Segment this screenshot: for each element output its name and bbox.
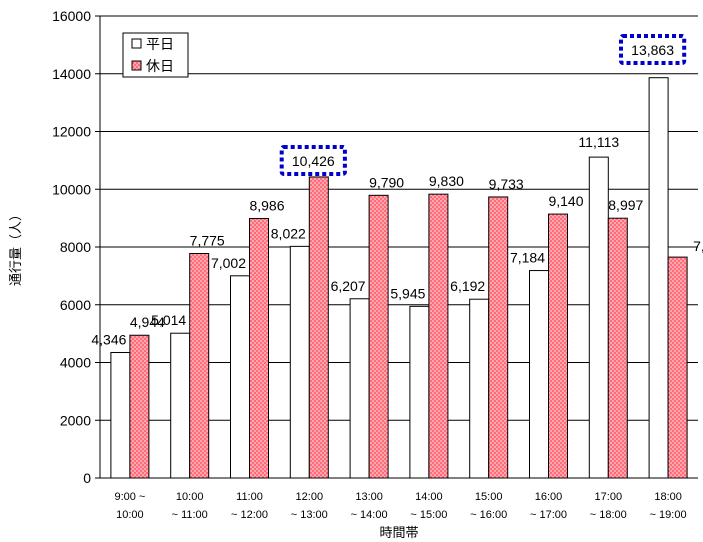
x-tick-label: 18:00	[654, 491, 682, 503]
bar-weekday	[230, 275, 250, 479]
data-label-holiday: 7,6	[693, 238, 703, 254]
data-label-weekday: 5,945	[390, 285, 425, 301]
data-label-weekday: 7,002	[211, 255, 246, 271]
x-tick-label: ~ 11:00	[172, 509, 208, 521]
bar-weekday	[289, 245, 310, 479]
bar-weekday	[588, 156, 609, 479]
x-tick-label: 12:00	[296, 491, 324, 503]
x-tick-label: 14:00	[415, 491, 443, 503]
data-label-holiday: 8,997	[608, 197, 643, 213]
y-tick-label: 10000	[52, 181, 91, 197]
bar-weekday	[469, 298, 490, 479]
data-label-weekday: 13,863	[631, 42, 674, 58]
y-tick-label: 8000	[60, 239, 91, 255]
data-label-weekday: 11,113	[578, 134, 619, 150]
bar-holiday	[428, 193, 449, 479]
x-tick-label: ~ 19:00	[650, 509, 687, 521]
x-tick-label: 17:00	[595, 491, 623, 503]
axes	[99, 16, 698, 479]
bar-holiday	[607, 217, 628, 479]
y-tick-label: 6000	[60, 297, 91, 313]
data-label-weekday: 7,184	[510, 250, 545, 266]
x-tick-label: ~ 14:00	[351, 509, 388, 521]
x-tick-label: 10:00	[176, 491, 204, 503]
y-axis-title: 通行量（人）	[9, 208, 24, 286]
bar-holiday	[667, 256, 688, 479]
bar-holiday	[368, 194, 389, 479]
bar-weekday	[409, 305, 430, 479]
highlight-box	[619, 34, 687, 65]
data-label-holiday: 9,140	[548, 193, 583, 209]
bar-weekday	[529, 270, 549, 479]
bar-weekday	[349, 298, 370, 479]
legend-swatch-holiday	[131, 60, 142, 71]
x-tick-label: 11:00	[236, 491, 263, 503]
y-tick-label: 16000	[52, 8, 91, 24]
data-label-holiday: 9,790	[369, 174, 404, 190]
data-label-weekday: 4,346	[91, 332, 126, 348]
x-tick-label: ~ 13:00	[291, 509, 328, 521]
data-label-weekday: 6,207	[331, 278, 366, 294]
bar-holiday	[249, 218, 269, 479]
x-tick-label: ~ 16:00	[470, 509, 507, 521]
data-label-holiday: 9,733	[489, 176, 524, 192]
x-tick-label: 13:00	[355, 491, 383, 503]
bar-weekday	[170, 332, 191, 479]
y-tick-label: 2000	[60, 412, 91, 428]
data-label-weekday: 5,014	[151, 312, 186, 328]
y-tick-label: 12000	[52, 124, 91, 140]
y-tick-label: 14000	[52, 66, 91, 82]
data-label-holiday: 7,775	[190, 232, 225, 248]
y-tick-label: 4000	[60, 355, 91, 371]
x-tick-labels: 9:00 ~ 10:00 10:00 ~ 11:00 11:00 ~ 12:00 12:00…	[114, 491, 686, 521]
data-label-holiday: 4,944	[130, 314, 165, 330]
bar-holiday	[488, 196, 509, 479]
x-tick-label: ~ 15:00	[410, 509, 447, 521]
x-tick-label: ~ 12:00	[231, 509, 268, 521]
data-label-holiday: 8,986	[249, 198, 284, 214]
bar-holiday	[548, 213, 568, 479]
legend-label-weekday: 平日	[146, 37, 174, 53]
legend-label-holiday: 休日	[146, 59, 174, 75]
bar-holiday	[189, 252, 210, 479]
highlight-box	[279, 144, 347, 176]
bar-weekday	[648, 77, 669, 479]
legend: 平日 休日	[122, 32, 189, 78]
x-tick-label: ~ 18:00	[590, 509, 627, 521]
y-tick-label: 0	[83, 470, 91, 486]
x-tick-label: 15:00	[475, 491, 503, 503]
x-axis-title: 時間帯	[379, 526, 418, 541]
data-label-weekday: 6,192	[450, 278, 485, 294]
legend-swatch-weekday	[131, 38, 142, 49]
bar-holiday	[308, 176, 329, 479]
x-tick-label: 9:00 ~	[114, 491, 145, 503]
bar-holiday	[129, 334, 150, 479]
bar-weekday	[110, 352, 131, 479]
x-tick-label: ~ 17:00	[530, 509, 567, 521]
data-label-holiday: 9,830	[429, 173, 464, 189]
x-tick-label: 10:00	[116, 509, 144, 521]
data-label-holiday: 10,426	[292, 153, 335, 169]
y-tick-labels: 0 2000 4000 6000 8000 10000 12000 14000 16000	[52, 8, 91, 486]
x-tick-label: 16:00	[535, 491, 563, 503]
data-label-weekday: 8,022	[271, 225, 306, 241]
